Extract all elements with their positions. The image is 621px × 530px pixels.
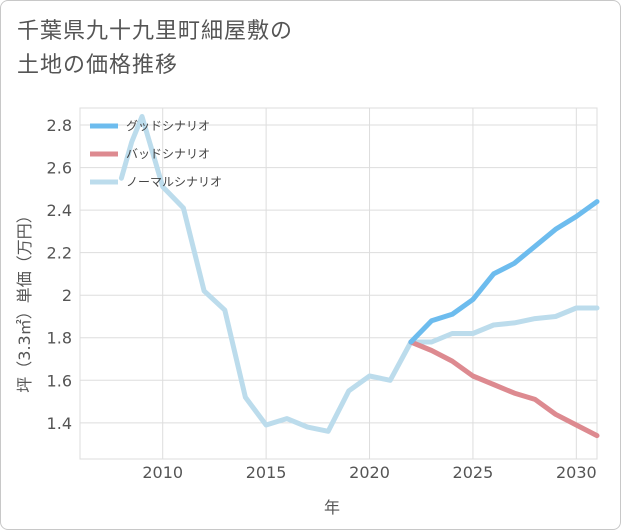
grid-lines [80, 108, 597, 459]
y-tick-label: 1.4 [47, 414, 72, 433]
x-tick-label: 2030 [556, 463, 597, 482]
chart-title-line-1: 千葉県九十九里町細屋敷の [17, 19, 294, 44]
legend-label: バッドシナリオ [126, 147, 210, 161]
y-tick-label: 2 [62, 286, 72, 305]
chart-title: 千葉県九十九里町細屋敷の 土地の価格推移 [17, 15, 293, 83]
x-tick-label: 2020 [349, 463, 390, 482]
y-tick-label: 2.8 [47, 116, 72, 135]
x-tick-label: 2015 [246, 463, 287, 482]
chart-title-line-2: 土地の価格推移 [17, 53, 179, 78]
y-axis-title: 坪（3.3㎡）単価（万円） [15, 207, 34, 392]
x-tick-label: 2025 [453, 463, 494, 482]
y-tick-labels: 1.4 1.6 1.8 2 2.2 2.4 2.6 2.8 [47, 116, 72, 433]
series-line-0 [408, 199, 600, 345]
series-line-2 [118, 114, 600, 434]
series-lines [118, 114, 600, 439]
x-tick-label: 2010 [142, 463, 183, 482]
y-tick-label: 2.2 [47, 244, 72, 263]
legend-label: グッドシナリオ [126, 119, 210, 133]
y-tick-label: 1.6 [47, 371, 72, 390]
x-tick-labels: 2010 2015 2020 2025 2030 [142, 463, 596, 482]
plot-area-frame [79, 107, 598, 460]
y-tick-label: 2.6 [47, 159, 72, 178]
y-tick-label: 1.8 [47, 329, 72, 348]
x-axis-title: 年 [324, 498, 340, 517]
y-tick-label: 2.4 [47, 201, 72, 220]
series-line-1 [408, 339, 600, 439]
legend-label: ノーマルシナリオ [126, 175, 222, 189]
